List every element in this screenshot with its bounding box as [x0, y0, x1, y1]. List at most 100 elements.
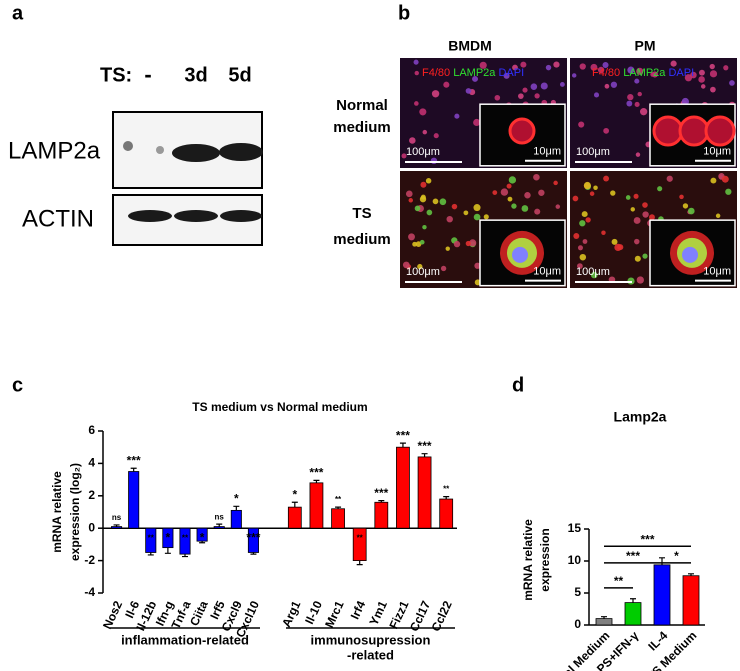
significance: ** [357, 533, 364, 542]
cell [401, 153, 407, 159]
cell [617, 244, 624, 251]
y-axis-label: expression (log₂) [68, 463, 82, 561]
cell [483, 214, 489, 220]
x-tick-label: Il-10 [302, 598, 325, 626]
inset-cell [682, 246, 698, 263]
cell [518, 93, 524, 100]
cell [524, 191, 531, 199]
bar [682, 575, 700, 626]
cell [494, 94, 501, 101]
error-bar [443, 496, 450, 500]
cell [479, 61, 487, 69]
cell [469, 239, 477, 247]
ts-label: TS: [100, 64, 132, 86]
stain-label: F4/80 LAMP2a DAPI [422, 67, 524, 79]
cell [555, 204, 561, 209]
cell [715, 213, 721, 219]
cell [412, 241, 418, 247]
significance: *** [309, 466, 323, 480]
significance: *** [640, 532, 654, 546]
cell [506, 183, 512, 189]
bar [230, 509, 242, 529]
cell [593, 92, 600, 98]
cell [431, 90, 440, 98]
column-label: BMDM [448, 38, 492, 54]
cell [439, 198, 447, 206]
stain-name: F4/80 [422, 67, 450, 79]
cell [649, 214, 655, 221]
cell [593, 185, 598, 191]
cell [508, 176, 517, 184]
inset-cell [704, 115, 736, 147]
cell [465, 88, 472, 94]
cell [430, 157, 438, 165]
cell [577, 263, 583, 269]
y-tick-label: -2 [84, 553, 95, 567]
y-tick-label: -4 [84, 585, 95, 599]
cell [590, 271, 598, 279]
y-tick-label: 10 [568, 553, 582, 567]
row-label: TS [352, 205, 371, 222]
cell [473, 204, 481, 212]
row-label: Normal [336, 97, 388, 114]
cell [419, 239, 425, 245]
cell [700, 84, 706, 89]
cell [432, 198, 439, 205]
cell [589, 191, 595, 196]
inset-cell [512, 246, 528, 263]
cell [642, 211, 649, 218]
cell [425, 178, 432, 184]
cell [540, 82, 548, 90]
scale-label: 10μm [703, 146, 731, 158]
cell [698, 76, 705, 83]
cell [522, 87, 528, 93]
cell [507, 196, 513, 202]
group-label: -related [347, 647, 394, 662]
cell [682, 203, 689, 209]
cell [553, 61, 560, 68]
cell [635, 152, 641, 157]
cell [419, 108, 427, 116]
cell [583, 181, 592, 190]
error-bar [216, 523, 223, 527]
significance: * [166, 530, 171, 544]
cell [454, 113, 460, 119]
blot-band [172, 144, 220, 162]
cell [710, 86, 716, 93]
blot-label: LAMP2a [8, 137, 101, 164]
blot-band [219, 143, 263, 161]
cell [723, 65, 729, 71]
inset-cell [652, 115, 684, 147]
y-tick-label: 6 [88, 423, 95, 437]
cell [585, 217, 591, 223]
cell [610, 81, 618, 88]
significance: ** [148, 533, 155, 542]
cell [579, 63, 586, 70]
bar [111, 526, 123, 529]
cell [573, 233, 580, 240]
error-bar [335, 506, 342, 509]
x-tick-label: Arg1 [279, 598, 303, 629]
y-tick-label: 0 [574, 617, 581, 631]
blot-band [123, 141, 133, 151]
scale-label: 100μm [406, 266, 440, 278]
cell [473, 118, 481, 127]
significance: * [674, 549, 679, 563]
cell [698, 69, 705, 76]
error-bar [199, 541, 206, 544]
bar [287, 506, 302, 529]
cell [465, 240, 471, 247]
bar [439, 498, 454, 529]
error-bar [421, 453, 428, 457]
bar [309, 482, 324, 529]
cell [634, 238, 640, 245]
chart-title: TS medium vs Normal medium [192, 400, 367, 414]
error-bar [378, 500, 385, 503]
cell [440, 265, 447, 272]
scale-label: 10μm [703, 266, 731, 278]
chart-title: Lamp2a [614, 409, 667, 425]
cell [666, 175, 673, 182]
cell [604, 83, 610, 89]
cell [630, 207, 635, 212]
significance: ** [335, 495, 342, 504]
